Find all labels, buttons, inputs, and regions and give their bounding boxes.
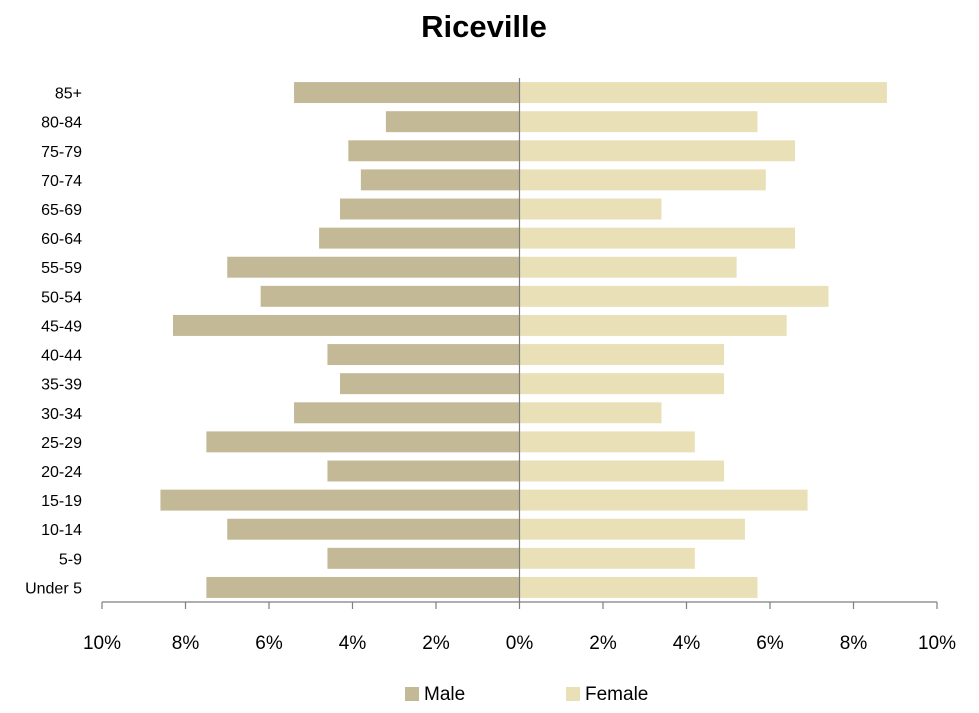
bar-male-40-44 [327, 344, 520, 366]
bar-male-15-19 [160, 489, 520, 511]
chart-title: Riceville [421, 9, 547, 44]
x-tick-label: 6% [756, 633, 784, 654]
bar-male-25-29 [206, 431, 520, 453]
bar-male-85 [294, 82, 520, 104]
bar-female-30-34 [519, 402, 662, 424]
category-label-20-24: 20-24 [41, 464, 82, 481]
category-label-85: 85+ [55, 86, 82, 103]
bar-male-55-59 [227, 256, 520, 278]
x-tick-label: 6% [255, 633, 283, 654]
bar-male-under-5 [206, 576, 520, 598]
category-label-70-74: 70-74 [41, 173, 82, 190]
legend-swatch-male [405, 687, 419, 701]
category-label-55-59: 55-59 [41, 260, 82, 277]
bar-female-20-24 [519, 460, 725, 482]
bar-female-under-5 [519, 576, 758, 598]
category-label-5-9: 5-9 [59, 551, 82, 568]
category-label-40-44: 40-44 [41, 348, 82, 365]
x-tick-label: 8% [172, 633, 200, 654]
bar-female-75-79 [519, 140, 796, 162]
bar-male-45-49 [172, 314, 520, 336]
bar-female-10-14 [519, 518, 745, 540]
bar-female-70-74 [519, 169, 766, 191]
legend-label-female: Female [585, 684, 648, 705]
x-tick-label: 2% [422, 633, 450, 654]
bar-female-80-84 [519, 111, 758, 133]
x-tick-label: 2% [589, 633, 617, 654]
bar-male-80-84 [385, 111, 520, 133]
bar-female-50-54 [519, 285, 829, 307]
category-label-45-49: 45-49 [41, 318, 82, 335]
bar-male-50-54 [260, 285, 520, 307]
category-label-80-84: 80-84 [41, 115, 82, 132]
bar-female-35-39 [519, 373, 725, 395]
legend-swatch-female [566, 687, 580, 701]
bar-male-35-39 [339, 373, 520, 395]
bar-female-15-19 [519, 489, 808, 511]
bar-male-5-9 [327, 547, 520, 569]
bar-male-65-69 [339, 198, 520, 220]
bar-female-5-9 [519, 547, 695, 569]
category-label-60-64: 60-64 [41, 231, 82, 248]
category-label-under-5: Under 5 [25, 580, 82, 597]
category-label-15-19: 15-19 [41, 493, 82, 510]
x-tick-label: 10% [83, 633, 121, 654]
bar-female-45-49 [519, 314, 787, 336]
bar-male-75-79 [348, 140, 520, 162]
legend-label-male: Male [424, 684, 465, 705]
bar-female-40-44 [519, 344, 725, 366]
category-label-50-54: 50-54 [41, 289, 82, 306]
bar-female-85 [519, 82, 887, 104]
x-tick-label: 0% [506, 633, 534, 654]
bar-female-60-64 [519, 227, 796, 249]
bars-group [160, 82, 887, 598]
bar-female-65-69 [519, 198, 662, 220]
category-label-30-34: 30-34 [41, 406, 82, 423]
x-tick-label: 4% [339, 633, 367, 654]
bar-male-20-24 [327, 460, 520, 482]
category-label-65-69: 65-69 [41, 202, 82, 219]
legend: Male Female [405, 684, 648, 705]
category-label-10-14: 10-14 [41, 522, 82, 539]
x-tick-label: 4% [673, 633, 701, 654]
category-labels: Under 5 5-9 10-14 15-19 20-24 25-29 30-34 35-39… [25, 86, 82, 598]
x-tick-label: 8% [840, 633, 868, 654]
bar-female-25-29 [519, 431, 695, 453]
bar-male-10-14 [227, 518, 520, 540]
bar-male-30-34 [294, 402, 520, 424]
bar-male-70-74 [360, 169, 520, 191]
category-label-25-29: 25-29 [41, 435, 82, 452]
bar-male-60-64 [319, 227, 520, 249]
axes-group: 10% 8% 6% 4% 2% 0% 2% 4% 6% 8% 10% [83, 78, 956, 654]
category-label-35-39: 35-39 [41, 377, 82, 394]
category-label-75-79: 75-79 [41, 144, 82, 161]
x-tick-label: 10% [918, 633, 956, 654]
bar-female-55-59 [519, 256, 737, 278]
